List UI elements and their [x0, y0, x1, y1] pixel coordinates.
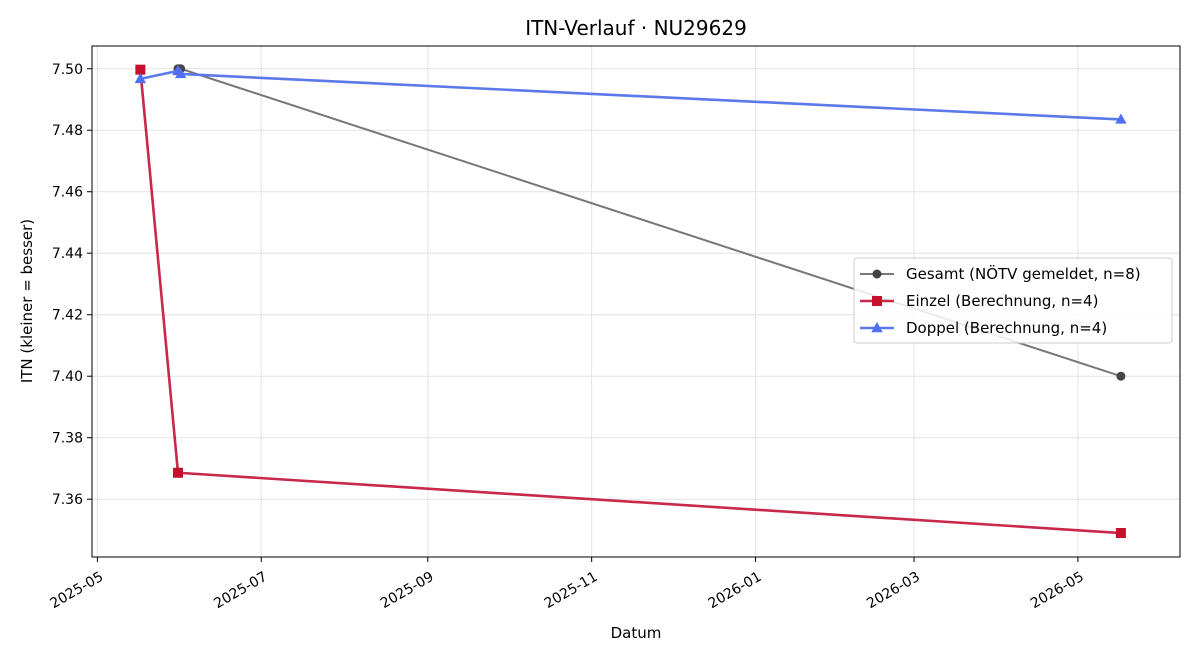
x-tick-label: 2026-05: [1028, 569, 1087, 612]
x-tick-label: 2025-11: [542, 569, 601, 612]
data-point: [172, 467, 183, 478]
legend-item: Doppel (Berechnung, n=4): [860, 319, 1107, 337]
legend-marker: [872, 296, 882, 306]
x-tick-label: 2025-09: [378, 569, 437, 612]
x-tick-label: 2025-05: [48, 569, 107, 612]
series-2: [135, 64, 1126, 539]
y-axis-title: ITN (kleiner = besser): [18, 219, 36, 383]
x-tick-label: 2026-03: [864, 569, 923, 612]
data-point: [1115, 113, 1127, 124]
y-tick-label: 7.42: [52, 308, 83, 324]
chart-title: ITN-Verlauf · NU29629: [525, 16, 747, 40]
y-tick-label: 7.46: [52, 185, 83, 201]
series-3: [134, 64, 1127, 124]
data-point: [1115, 528, 1126, 539]
x-axis-title: Datum: [611, 624, 662, 642]
series-line: [140, 69, 1121, 121]
y-tick-label: 7.40: [52, 369, 83, 385]
legend-marker: [871, 322, 883, 333]
legend-box: [853, 257, 1173, 344]
legend-item: Einzel (Berechnung, n=4): [860, 292, 1098, 310]
series-layer: [134, 64, 1127, 539]
y-tick-label: 7.50: [52, 62, 83, 78]
x-tick-label: 2026-01: [706, 569, 765, 612]
legend-item: Gesamt (NÖTV gemeldet, n=8): [860, 264, 1141, 283]
data-point: [1116, 371, 1126, 381]
y-tick-label: 7.48: [52, 123, 83, 139]
x-tick-label: 2025-07: [211, 569, 270, 612]
data-point: [135, 64, 146, 75]
y-tick-label: 7.44: [52, 246, 83, 262]
data-point: [174, 67, 187, 79]
plot-frame: [91, 45, 1181, 558]
data-point: [134, 72, 147, 84]
legend-label: Einzel (Berechnung, n=4): [906, 292, 1098, 310]
legend-marker: [872, 269, 882, 279]
legend: Gesamt (NÖTV gemeldet, n=8) Einzel (Berec…: [853, 257, 1173, 344]
y-tick-label: 7.36: [52, 492, 83, 508]
y-tick-label: 7.38: [52, 431, 83, 447]
legend-label: Gesamt (NÖTV gemeldet, n=8): [906, 264, 1141, 283]
legend-label: Doppel (Berechnung, n=4): [906, 319, 1107, 337]
